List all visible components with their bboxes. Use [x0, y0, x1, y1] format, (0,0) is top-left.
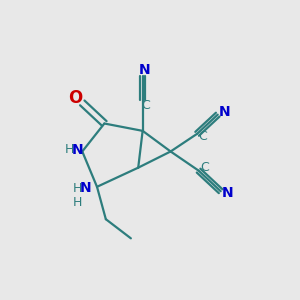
- Text: C: C: [200, 161, 209, 174]
- Text: H: H: [64, 143, 74, 157]
- Text: N: N: [80, 181, 92, 195]
- Text: O: O: [68, 89, 82, 107]
- Text: N: N: [221, 186, 233, 200]
- Text: H: H: [73, 182, 83, 195]
- Text: C: C: [141, 99, 150, 112]
- Text: N: N: [138, 64, 150, 77]
- Text: N: N: [218, 105, 230, 119]
- Text: C: C: [199, 130, 207, 143]
- Text: N: N: [72, 143, 84, 157]
- Text: H: H: [73, 196, 83, 209]
